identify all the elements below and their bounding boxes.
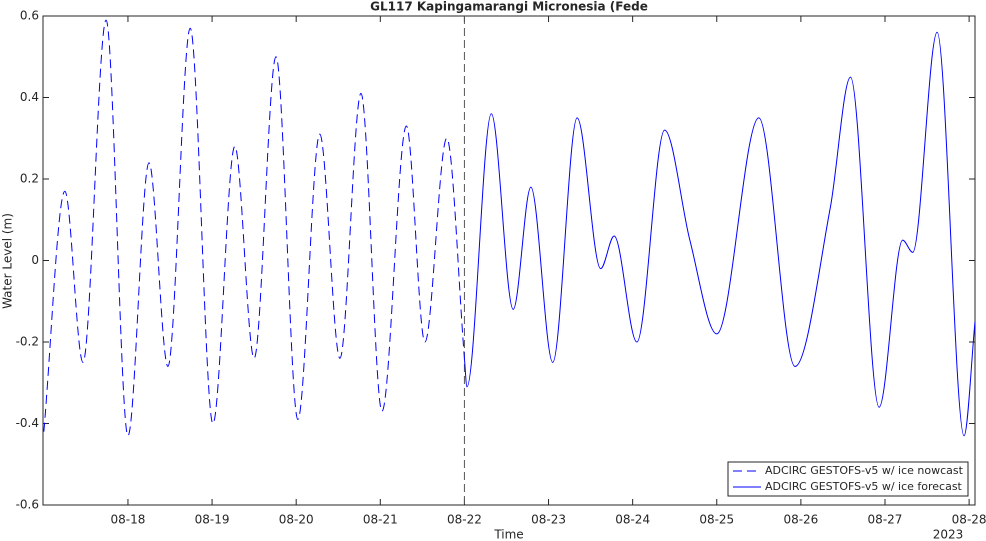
plot-area — [42, 15, 976, 506]
y-tick-label: 0 — [31, 253, 39, 267]
y-tick-label: -0.4 — [16, 416, 39, 430]
y-tick-label: 0.6 — [20, 9, 39, 23]
y-tick-label: -0.6 — [16, 498, 39, 512]
legend-label: ADCIRC GESTOFS-v5 w/ ice nowcast — [765, 464, 964, 477]
y-tick-label: 0.4 — [20, 90, 39, 104]
x-tick-label: 08-21 — [363, 513, 398, 527]
series-line — [43, 19, 465, 437]
x-tick-label: 08-22 — [447, 513, 482, 527]
x-tick-label: 08-23 — [531, 513, 566, 527]
x-tick-label: 08-24 — [615, 513, 650, 527]
x-tick-label: 08-25 — [699, 513, 734, 527]
x-tick-label: 08-19 — [195, 513, 230, 527]
y-tick-label: -0.2 — [16, 335, 39, 349]
legend-box — [727, 461, 969, 497]
x-tick-label: 08-28 — [952, 513, 986, 527]
series-line — [463, 31, 976, 437]
year-label: 2023 — [933, 528, 964, 541]
y-axis-label: Water Level (m) — [1, 213, 15, 309]
x-tick-label: 08-27 — [868, 513, 903, 527]
y-tick-label: 0.2 — [20, 172, 39, 186]
x-tick-label: 08-20 — [279, 513, 314, 527]
x-tick-label: 08-26 — [783, 513, 818, 527]
x-axis-label: Time — [493, 528, 523, 541]
x-tick-label: 08-18 — [111, 513, 146, 527]
chart-title: GL117 Kapingamarangi Micronesia (Fede — [370, 0, 648, 14]
legend-label: ADCIRC GESTOFS-v5 w/ ice forecast — [765, 480, 963, 493]
